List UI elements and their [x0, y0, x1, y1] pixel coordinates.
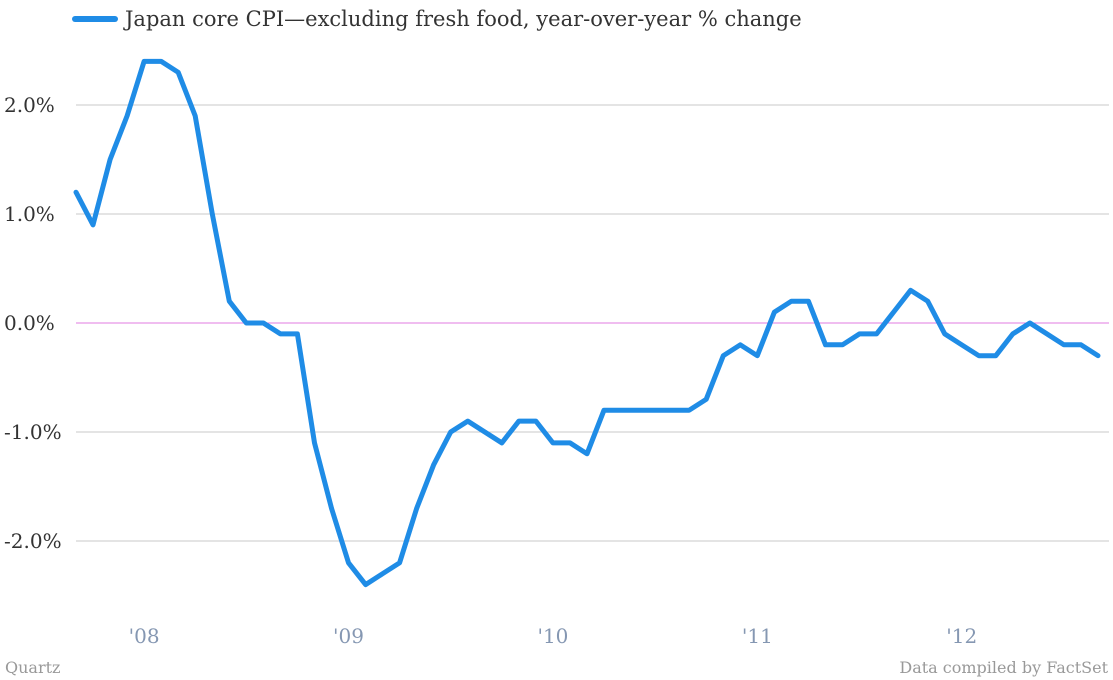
y-tick-label: 2.0% [4, 93, 55, 117]
source-left: Quartz [5, 658, 61, 677]
y-tick-label: 1.0% [4, 202, 55, 226]
legend-label: Japan core CPI—excluding fresh food, yea… [125, 7, 802, 31]
legend-swatch [72, 16, 118, 22]
gridlines [76, 104, 1109, 542]
x-tick-label: '09 [333, 624, 364, 648]
y-tick-label: -1.0% [4, 420, 62, 444]
y-tick-label: 0.0% [4, 311, 55, 335]
y-axis-ticks: 2.0% 1.0% 0.0% -1.0% -2.0% [4, 93, 62, 553]
x-tick-label: '11 [742, 624, 773, 648]
x-tick-label: '08 [129, 624, 160, 648]
x-tick-label: '10 [537, 624, 568, 648]
x-tick-label: '12 [946, 624, 977, 648]
series-line [73, 58, 1101, 588]
series-layer [73, 58, 1101, 588]
y-tick-label: -2.0% [4, 529, 62, 553]
legend: Japan core CPI—excluding fresh food, yea… [72, 4, 802, 34]
x-axis-ticks: '08 '09 '10 '11 '12 [129, 624, 978, 648]
source-right: Data compiled by FactSet [899, 658, 1108, 677]
